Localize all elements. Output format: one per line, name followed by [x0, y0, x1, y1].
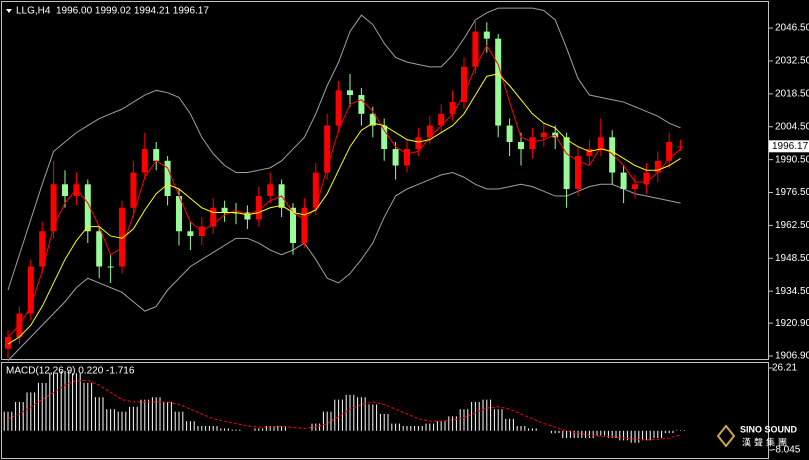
candle-body	[210, 207, 217, 227]
candle-body	[312, 172, 319, 208]
candle-body	[335, 90, 342, 126]
logo-name: SINO SOUND	[740, 424, 798, 434]
y-tick-label: 1920.90	[775, 318, 809, 329]
y-tick-label: 1976.50	[775, 187, 809, 198]
y-tick-label: 1948.50	[775, 253, 809, 264]
y2-tick-label: -8.045	[772, 445, 801, 456]
bollinger-upper	[7, 7, 681, 291]
candle-body	[164, 160, 171, 197]
candle-body	[620, 172, 627, 189]
candle-body	[392, 149, 399, 166]
candle-body	[381, 125, 388, 150]
candle-body	[540, 132, 547, 138]
candle-body	[632, 184, 638, 189]
candle-body	[5, 336, 11, 349]
candle-body	[666, 142, 673, 161]
y-tick-label: 2046.50	[775, 23, 809, 34]
candle-body	[119, 207, 125, 267]
candle-body	[586, 149, 593, 157]
candle-body	[495, 38, 502, 126]
candle-body	[358, 95, 365, 114]
candle-body	[575, 156, 581, 189]
candle-body	[483, 31, 490, 39]
candle-body	[426, 125, 433, 138]
candle-body	[472, 31, 479, 67]
logo-icon	[716, 424, 736, 448]
candle-body	[84, 184, 91, 232]
candle-body	[141, 149, 148, 173]
bollinger-lower	[7, 172, 681, 361]
ohlc-text: 1996.00 1999.02 1994.21 1996.17	[56, 6, 209, 17]
menu-arrow[interactable]	[6, 9, 12, 13]
candle-body	[506, 125, 513, 143]
candle-body	[153, 149, 160, 161]
candle-body	[529, 137, 536, 150]
candle-body	[27, 266, 34, 314]
candle-body	[130, 172, 137, 208]
moving-average-fast	[7, 44, 681, 338]
y-tick-label: 1934.50	[775, 286, 809, 297]
candle-body	[643, 172, 650, 185]
candle-body	[267, 184, 274, 197]
y-tick-label: 1906.90	[775, 351, 809, 362]
candle-body	[96, 231, 103, 267]
candle-body	[461, 66, 467, 103]
moving-average-slow	[7, 73, 681, 345]
candle-body	[449, 102, 456, 114]
y-tick-label: 2018.50	[775, 88, 809, 99]
candle-body	[255, 196, 262, 220]
candle-body	[609, 137, 616, 173]
y-tick-label: 1990.50	[775, 154, 809, 165]
main-panel-frame	[1, 1, 769, 360]
candle-body	[404, 149, 410, 166]
candle-body	[176, 196, 182, 232]
candle-body	[438, 113, 445, 126]
candle-body	[677, 146, 684, 148]
y-tick-label: 2032.50	[775, 56, 809, 67]
logo: SINO SOUND 漢聲集團	[716, 424, 798, 448]
candle-body	[597, 137, 604, 150]
candle-body	[369, 113, 376, 126]
macd-label: MACD(12,26,9) 0.220 -1.716	[6, 366, 135, 377]
candle-body	[654, 160, 661, 173]
symbol: LLG,H4	[16, 6, 51, 17]
y-tick-label: 1962.50	[775, 220, 809, 231]
candle-body	[290, 207, 296, 244]
y2-tick-label: 26.21	[772, 363, 797, 374]
candle-body	[39, 231, 46, 267]
y-tick-label: 2004.50	[775, 121, 809, 132]
candle-body	[518, 142, 524, 150]
current-price-label: 1996.17	[772, 141, 809, 152]
candle-body	[50, 184, 57, 232]
candle-body	[107, 266, 114, 268]
candle-body	[347, 90, 353, 96]
candle-body	[73, 184, 80, 197]
candle-body	[415, 137, 422, 150]
candle-body	[221, 207, 228, 213]
current-price-box	[769, 140, 809, 153]
macd-panel-frame	[1, 362, 769, 459]
candle-body	[187, 231, 194, 236]
candle-body	[244, 212, 251, 220]
candle-body	[62, 184, 68, 197]
macd-signal	[7, 379, 681, 441]
candle-body	[563, 137, 570, 189]
logo-subtitle: 漢聲集團	[742, 436, 790, 447]
candle-body	[301, 207, 308, 244]
candle-body	[324, 125, 331, 173]
